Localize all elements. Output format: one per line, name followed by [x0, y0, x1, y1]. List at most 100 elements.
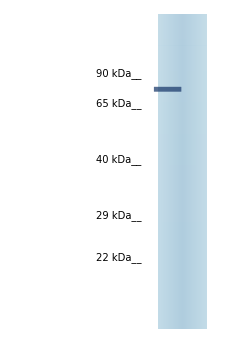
Bar [206, 14, 207, 329]
Bar [188, 14, 189, 329]
Bar [162, 14, 163, 329]
Bar [179, 14, 180, 329]
Bar [158, 266, 207, 272]
Bar [158, 272, 207, 279]
Bar [158, 108, 207, 115]
Bar [158, 140, 207, 146]
Bar [199, 14, 200, 329]
Bar [197, 14, 198, 329]
Bar [174, 14, 175, 329]
Bar [158, 27, 207, 33]
Bar [158, 102, 207, 108]
Bar [158, 14, 159, 329]
Bar [158, 33, 207, 39]
Bar [196, 14, 197, 329]
Bar [158, 310, 207, 316]
Bar [158, 52, 207, 58]
Bar [192, 14, 193, 329]
Bar [181, 14, 182, 329]
Bar [158, 172, 207, 178]
Bar [189, 14, 190, 329]
Bar [158, 279, 207, 285]
Bar [158, 77, 207, 83]
Bar [158, 58, 207, 64]
Bar [158, 234, 207, 241]
Bar [186, 14, 187, 329]
Bar [158, 71, 207, 77]
Bar [158, 96, 207, 102]
Text: 29 kDa__: 29 kDa__ [96, 210, 142, 221]
Bar [158, 115, 207, 121]
Bar [188, 14, 189, 329]
Bar [195, 14, 196, 329]
Bar [180, 14, 181, 329]
Bar [166, 14, 167, 329]
Bar [158, 241, 207, 247]
Bar [165, 14, 166, 329]
Bar [158, 304, 207, 310]
FancyBboxPatch shape [154, 87, 181, 92]
Bar [200, 14, 201, 329]
Bar [184, 14, 185, 329]
Bar [158, 184, 207, 190]
Bar [194, 14, 195, 329]
Bar [158, 127, 207, 134]
Bar [158, 46, 207, 52]
Bar [158, 228, 207, 235]
Bar [164, 14, 165, 329]
Bar [158, 39, 207, 46]
Bar [160, 14, 161, 329]
Bar [158, 90, 207, 96]
Bar [163, 14, 164, 329]
Bar [175, 14, 176, 329]
Bar [158, 153, 207, 159]
Bar [158, 285, 207, 291]
Bar [201, 14, 202, 329]
Bar [158, 165, 207, 172]
Bar [158, 247, 207, 253]
Bar [171, 14, 172, 329]
Bar [191, 14, 192, 329]
Bar [205, 14, 206, 329]
Bar [170, 14, 171, 329]
Bar [158, 316, 207, 323]
Bar [202, 14, 203, 329]
Bar [158, 253, 207, 260]
Bar [187, 14, 188, 329]
Bar [158, 20, 207, 27]
Bar [193, 14, 194, 329]
Bar [158, 216, 207, 222]
Bar [183, 14, 184, 329]
Bar [203, 14, 204, 329]
Bar [158, 64, 207, 71]
Bar [158, 178, 207, 184]
Bar [158, 121, 207, 127]
Bar [158, 203, 207, 209]
Bar [158, 83, 207, 90]
Bar [158, 159, 207, 165]
Text: 40 kDa__: 40 kDa__ [97, 154, 142, 165]
Bar [198, 14, 199, 329]
Text: 90 kDa__: 90 kDa__ [96, 68, 142, 79]
Bar [190, 14, 191, 329]
Bar [158, 146, 207, 153]
Bar [185, 14, 186, 329]
Bar [168, 14, 169, 329]
Bar [158, 298, 207, 304]
Bar [177, 14, 178, 329]
Bar [158, 134, 207, 140]
Bar [161, 14, 162, 329]
Bar [158, 197, 207, 203]
Bar [176, 14, 177, 329]
Bar [158, 291, 207, 298]
Bar [178, 14, 179, 329]
Text: 22 kDa__: 22 kDa__ [96, 252, 142, 263]
Bar [167, 14, 168, 329]
Bar [159, 14, 160, 329]
Bar [158, 323, 207, 329]
Bar [158, 260, 207, 266]
Bar [172, 14, 173, 329]
Bar [158, 14, 207, 20]
Bar [158, 209, 207, 216]
Bar [182, 14, 183, 329]
